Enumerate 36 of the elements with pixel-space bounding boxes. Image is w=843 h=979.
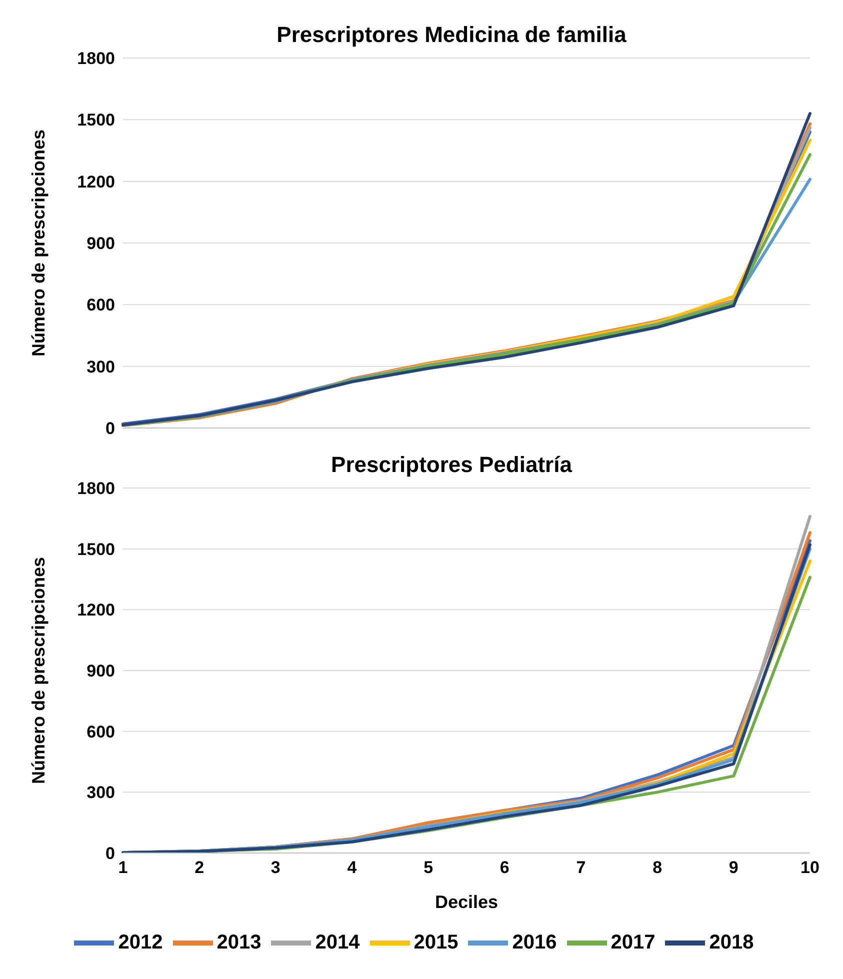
x-tick-label: 7 — [576, 858, 586, 878]
x-axis-title: Deciles — [434, 892, 498, 912]
legend-label: 2012 — [118, 931, 163, 954]
y-tick-label: 300 — [86, 783, 115, 802]
x-tick-label: 8 — [652, 858, 662, 878]
y-tick-label: 1200 — [77, 600, 115, 620]
y-tick-label: 900 — [86, 662, 115, 681]
x-tick-label: 2 — [194, 858, 204, 878]
x-tick-label: 10 — [800, 858, 820, 878]
y-tick-label: 600 — [86, 296, 115, 315]
y-tick-label: 1800 — [77, 49, 115, 68]
y-tick-label: 600 — [86, 722, 115, 742]
y-tick-label: 1500 — [77, 110, 115, 130]
y-tick-label: 1200 — [77, 172, 115, 192]
legend-label: 2013 — [216, 931, 262, 954]
x-tick-label: 9 — [728, 858, 738, 878]
x-tick-label: 3 — [270, 858, 280, 878]
chart-title: Prescriptores Pediatría — [330, 451, 574, 478]
y-axis-title: Número de prescripciones — [28, 129, 48, 357]
x-tick-label: 5 — [424, 858, 434, 878]
y-tick-label: 1500 — [77, 540, 115, 559]
legend-label: 2017 — [610, 931, 656, 954]
legend-label: 2016 — [512, 931, 557, 954]
legend-label: 2018 — [709, 931, 754, 954]
y-tick-label: 0 — [106, 419, 115, 438]
y-axis-title: Número de prescripciones — [28, 556, 48, 784]
y-tick-label: 0 — [106, 844, 115, 864]
legend-label: 2014 — [315, 931, 360, 954]
legend-label: 2015 — [414, 931, 458, 954]
y-tick-label: 1800 — [77, 479, 115, 498]
y-tick-label: 300 — [86, 357, 115, 376]
x-tick-label: 6 — [500, 858, 510, 878]
chart-title: Prescriptores Medicina de familia — [276, 21, 628, 48]
x-tick-label: 1 — [118, 858, 128, 878]
y-tick-label: 900 — [86, 234, 115, 254]
x-tick-label: 4 — [347, 858, 358, 878]
